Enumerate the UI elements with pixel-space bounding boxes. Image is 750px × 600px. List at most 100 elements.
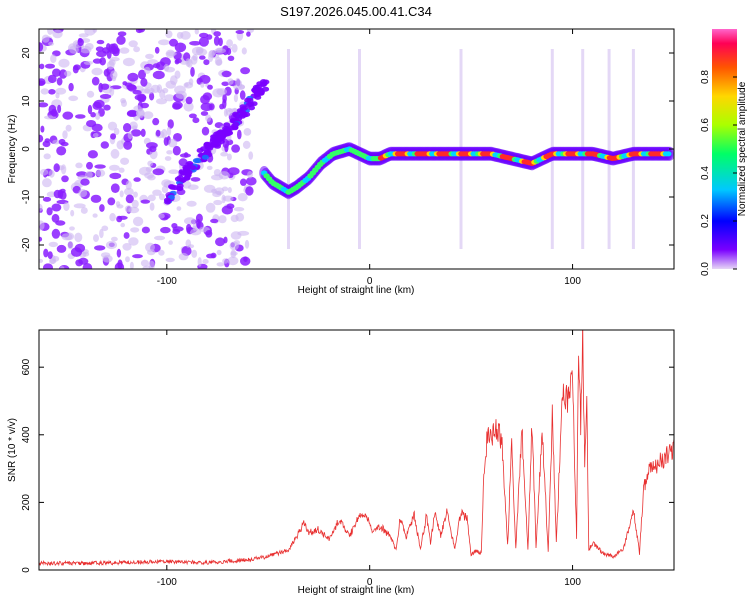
spectrogram-noise-cell (150, 84, 161, 93)
spectrogram-noise-cell (65, 124, 72, 132)
spectrogram-noise-cell (206, 34, 213, 40)
spectrogram-noise-cell (140, 128, 146, 137)
spectrogram-noise-cell (206, 253, 216, 259)
spectrogram-noise-cell (80, 207, 88, 214)
spectrogram-noise-cell (130, 129, 142, 137)
spectrogram-noise-cell (50, 54, 57, 64)
spectrogram-noise-cell (74, 232, 83, 243)
spectrogram-noise-cell (188, 113, 197, 119)
spectrogram-noise-cell (198, 36, 209, 47)
spectrogram-noise-cell (154, 235, 166, 241)
spectrogram-noise-cell (167, 119, 174, 129)
spectrogram-noise-cell (119, 190, 124, 198)
spectrogram-branch-cell (243, 112, 251, 117)
spectrogram-noise-cell (122, 81, 128, 86)
spectrogram-noise-cell (53, 163, 60, 173)
spectrogram-noise-cell (59, 266, 65, 269)
spectrogram-noise-cell (121, 99, 127, 107)
spectrogram-xtick-label: -100 (157, 276, 177, 287)
spectrogram-branch-cell (212, 139, 220, 145)
spectrogram-noise-cell (174, 59, 180, 65)
spectrogram-noise-cell (199, 74, 211, 84)
spectrogram-noise-cell (51, 228, 61, 239)
spectrogram-noise-cell (210, 218, 219, 224)
colorbar-tick-label: 0.2 (700, 214, 711, 228)
spectrogram-ytick-label: -20 (21, 237, 32, 252)
spectrogram-branch-cell (163, 197, 171, 203)
spectrogram-noise-cell (99, 228, 104, 239)
spectrogram-noise-cell (51, 108, 58, 117)
spectrogram-noise-cell (61, 175, 69, 183)
spectrogram-noise-cell (91, 76, 100, 86)
spectrogram-noise-cell (42, 196, 52, 202)
spectrogram-noise-cell (165, 257, 175, 263)
spectrogram-noise-cell (141, 226, 150, 234)
snr-xtick-label: 100 (564, 577, 581, 588)
spectrogram-noise-cell (100, 252, 111, 258)
spectrogram-noise-cell (172, 101, 183, 110)
spectrogram-noise-cell (216, 249, 222, 256)
spectrogram-noise-cell (227, 256, 239, 266)
spectrogram-noise-cell (47, 74, 57, 84)
spectrogram-branch-cell (179, 170, 187, 176)
spectrogram-noise-cell (82, 251, 90, 257)
spectrogram-noise-cell (62, 111, 74, 120)
snr-xtick-label: 0 (367, 577, 373, 588)
spectrogram-noise-cell (53, 189, 62, 199)
spectrogram-noise-cell (40, 88, 49, 95)
spectrogram-noise-cell (241, 47, 247, 55)
spectrogram-noise-cell (197, 257, 202, 267)
spectrogram-noise-cell (92, 101, 102, 110)
spectrogram-noise-cell (230, 231, 242, 240)
spectrogram-noise-cell (110, 70, 118, 80)
spectrogram-noise-cell (117, 31, 127, 37)
spectrogram-noise-cell (73, 64, 81, 71)
spectrogram-noise-cell (48, 89, 56, 95)
spectrogram-noise-cell (152, 168, 165, 176)
spectrogram-noise-cell (222, 195, 234, 202)
spectrogram-noise-cell (63, 70, 72, 77)
spectrogram-noise-cell (82, 263, 93, 269)
spectrogram-noise-cell (109, 87, 115, 97)
spectrogram-noise-cell (52, 29, 63, 39)
spectrogram-noise-cell (83, 60, 93, 65)
spectrogram-branch-cell (189, 165, 197, 171)
spectrogram-noise-cell (110, 148, 120, 159)
spectrogram-noise-cell (39, 258, 44, 263)
spectrogram-noise-cell (201, 126, 210, 136)
spectrogram-marks (39, 29, 674, 269)
spectrogram-noise-cell (185, 58, 191, 67)
spectrogram-streak (287, 49, 290, 249)
spectrogram-noise-cell (117, 259, 123, 269)
spectrogram-noise-cell (92, 213, 98, 218)
spectrogram-noise-cell (244, 239, 250, 249)
spectrogram-streak (607, 49, 611, 249)
spectrogram-noise-cell (92, 133, 99, 138)
spectrogram-noise-cell (174, 85, 186, 95)
spectrogram-noise-cell (140, 199, 151, 204)
spectrogram-noise-cell (137, 29, 146, 33)
colorbar-tick-label: 0.0 (700, 262, 711, 276)
spectrogram-noise-cell (158, 249, 165, 256)
spectrogram-noise-cell (154, 46, 160, 54)
spectrogram-noise-cell (75, 259, 83, 267)
spectrogram-noise-cell (133, 46, 141, 53)
spectrogram-noise-cell (149, 92, 155, 101)
spectrogram-noise-cell (147, 160, 154, 167)
spectrogram-noise-cell (100, 83, 110, 90)
spectrogram-noise-cell (140, 102, 150, 109)
spectrogram-noise-cell (224, 143, 229, 153)
snr-ylabel: SNR (10 * v/v) (7, 418, 18, 482)
spectrogram-noise-cell (78, 33, 89, 38)
spectrogram-noise-cell (120, 157, 130, 165)
spectrogram-noise-cell (79, 45, 92, 54)
spectrogram-branch-cell (196, 148, 204, 153)
spectrogram-noise-cell (58, 58, 70, 68)
spectrogram-noise-cell (80, 178, 90, 186)
spectrogram-xtick-label: 100 (564, 276, 581, 287)
spectrogram-noise-cell (127, 131, 133, 140)
spectrogram-noise-cell (140, 88, 151, 94)
spectrogram-noise-cell (205, 114, 212, 122)
